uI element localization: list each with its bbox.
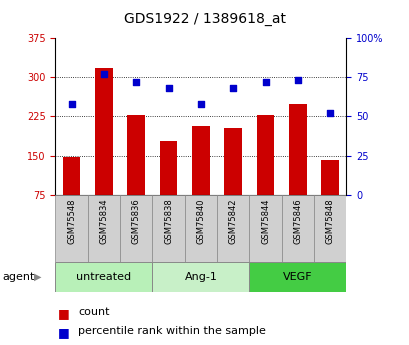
Point xyxy=(262,79,268,85)
Text: GDS1922 / 1389618_at: GDS1922 / 1389618_at xyxy=(124,12,285,26)
Text: untreated: untreated xyxy=(76,272,131,282)
Bar xyxy=(288,105,306,195)
Text: GSM75838: GSM75838 xyxy=(164,198,173,244)
Text: GSM75844: GSM75844 xyxy=(261,198,270,244)
FancyBboxPatch shape xyxy=(152,195,184,262)
Text: GSM75846: GSM75846 xyxy=(293,198,302,244)
Bar xyxy=(321,160,338,195)
Text: Ang-1: Ang-1 xyxy=(184,272,217,282)
FancyBboxPatch shape xyxy=(152,262,249,292)
Text: GSM75840: GSM75840 xyxy=(196,198,205,244)
Bar xyxy=(224,128,242,195)
FancyBboxPatch shape xyxy=(120,195,152,262)
FancyBboxPatch shape xyxy=(249,195,281,262)
FancyBboxPatch shape xyxy=(55,262,152,292)
Text: GSM75834: GSM75834 xyxy=(99,198,108,244)
FancyBboxPatch shape xyxy=(216,195,249,262)
FancyBboxPatch shape xyxy=(184,195,216,262)
Text: ▶: ▶ xyxy=(34,272,41,282)
Bar xyxy=(159,141,177,195)
Text: VEGF: VEGF xyxy=(283,272,312,282)
Text: percentile rank within the sample: percentile rank within the sample xyxy=(78,326,265,336)
Bar xyxy=(256,115,274,195)
Point xyxy=(229,86,236,91)
Text: GSM75848: GSM75848 xyxy=(325,198,334,244)
Point xyxy=(294,78,301,83)
Point xyxy=(197,101,204,107)
FancyBboxPatch shape xyxy=(249,262,346,292)
Text: ■: ■ xyxy=(57,326,69,339)
Point xyxy=(165,86,171,91)
FancyBboxPatch shape xyxy=(281,195,313,262)
Bar xyxy=(63,157,80,195)
Point xyxy=(133,79,139,85)
Point xyxy=(326,110,333,116)
Bar xyxy=(95,68,112,195)
Point xyxy=(68,101,74,107)
FancyBboxPatch shape xyxy=(55,195,88,262)
Text: GSM75836: GSM75836 xyxy=(131,198,140,244)
Bar xyxy=(191,126,209,195)
Text: ■: ■ xyxy=(57,307,69,320)
Text: GSM75548: GSM75548 xyxy=(67,198,76,244)
Text: count: count xyxy=(78,307,109,317)
Text: GSM75842: GSM75842 xyxy=(228,198,237,244)
Point xyxy=(100,71,107,77)
FancyBboxPatch shape xyxy=(88,195,120,262)
Text: agent: agent xyxy=(2,272,34,282)
Bar xyxy=(127,115,145,195)
FancyBboxPatch shape xyxy=(313,195,346,262)
